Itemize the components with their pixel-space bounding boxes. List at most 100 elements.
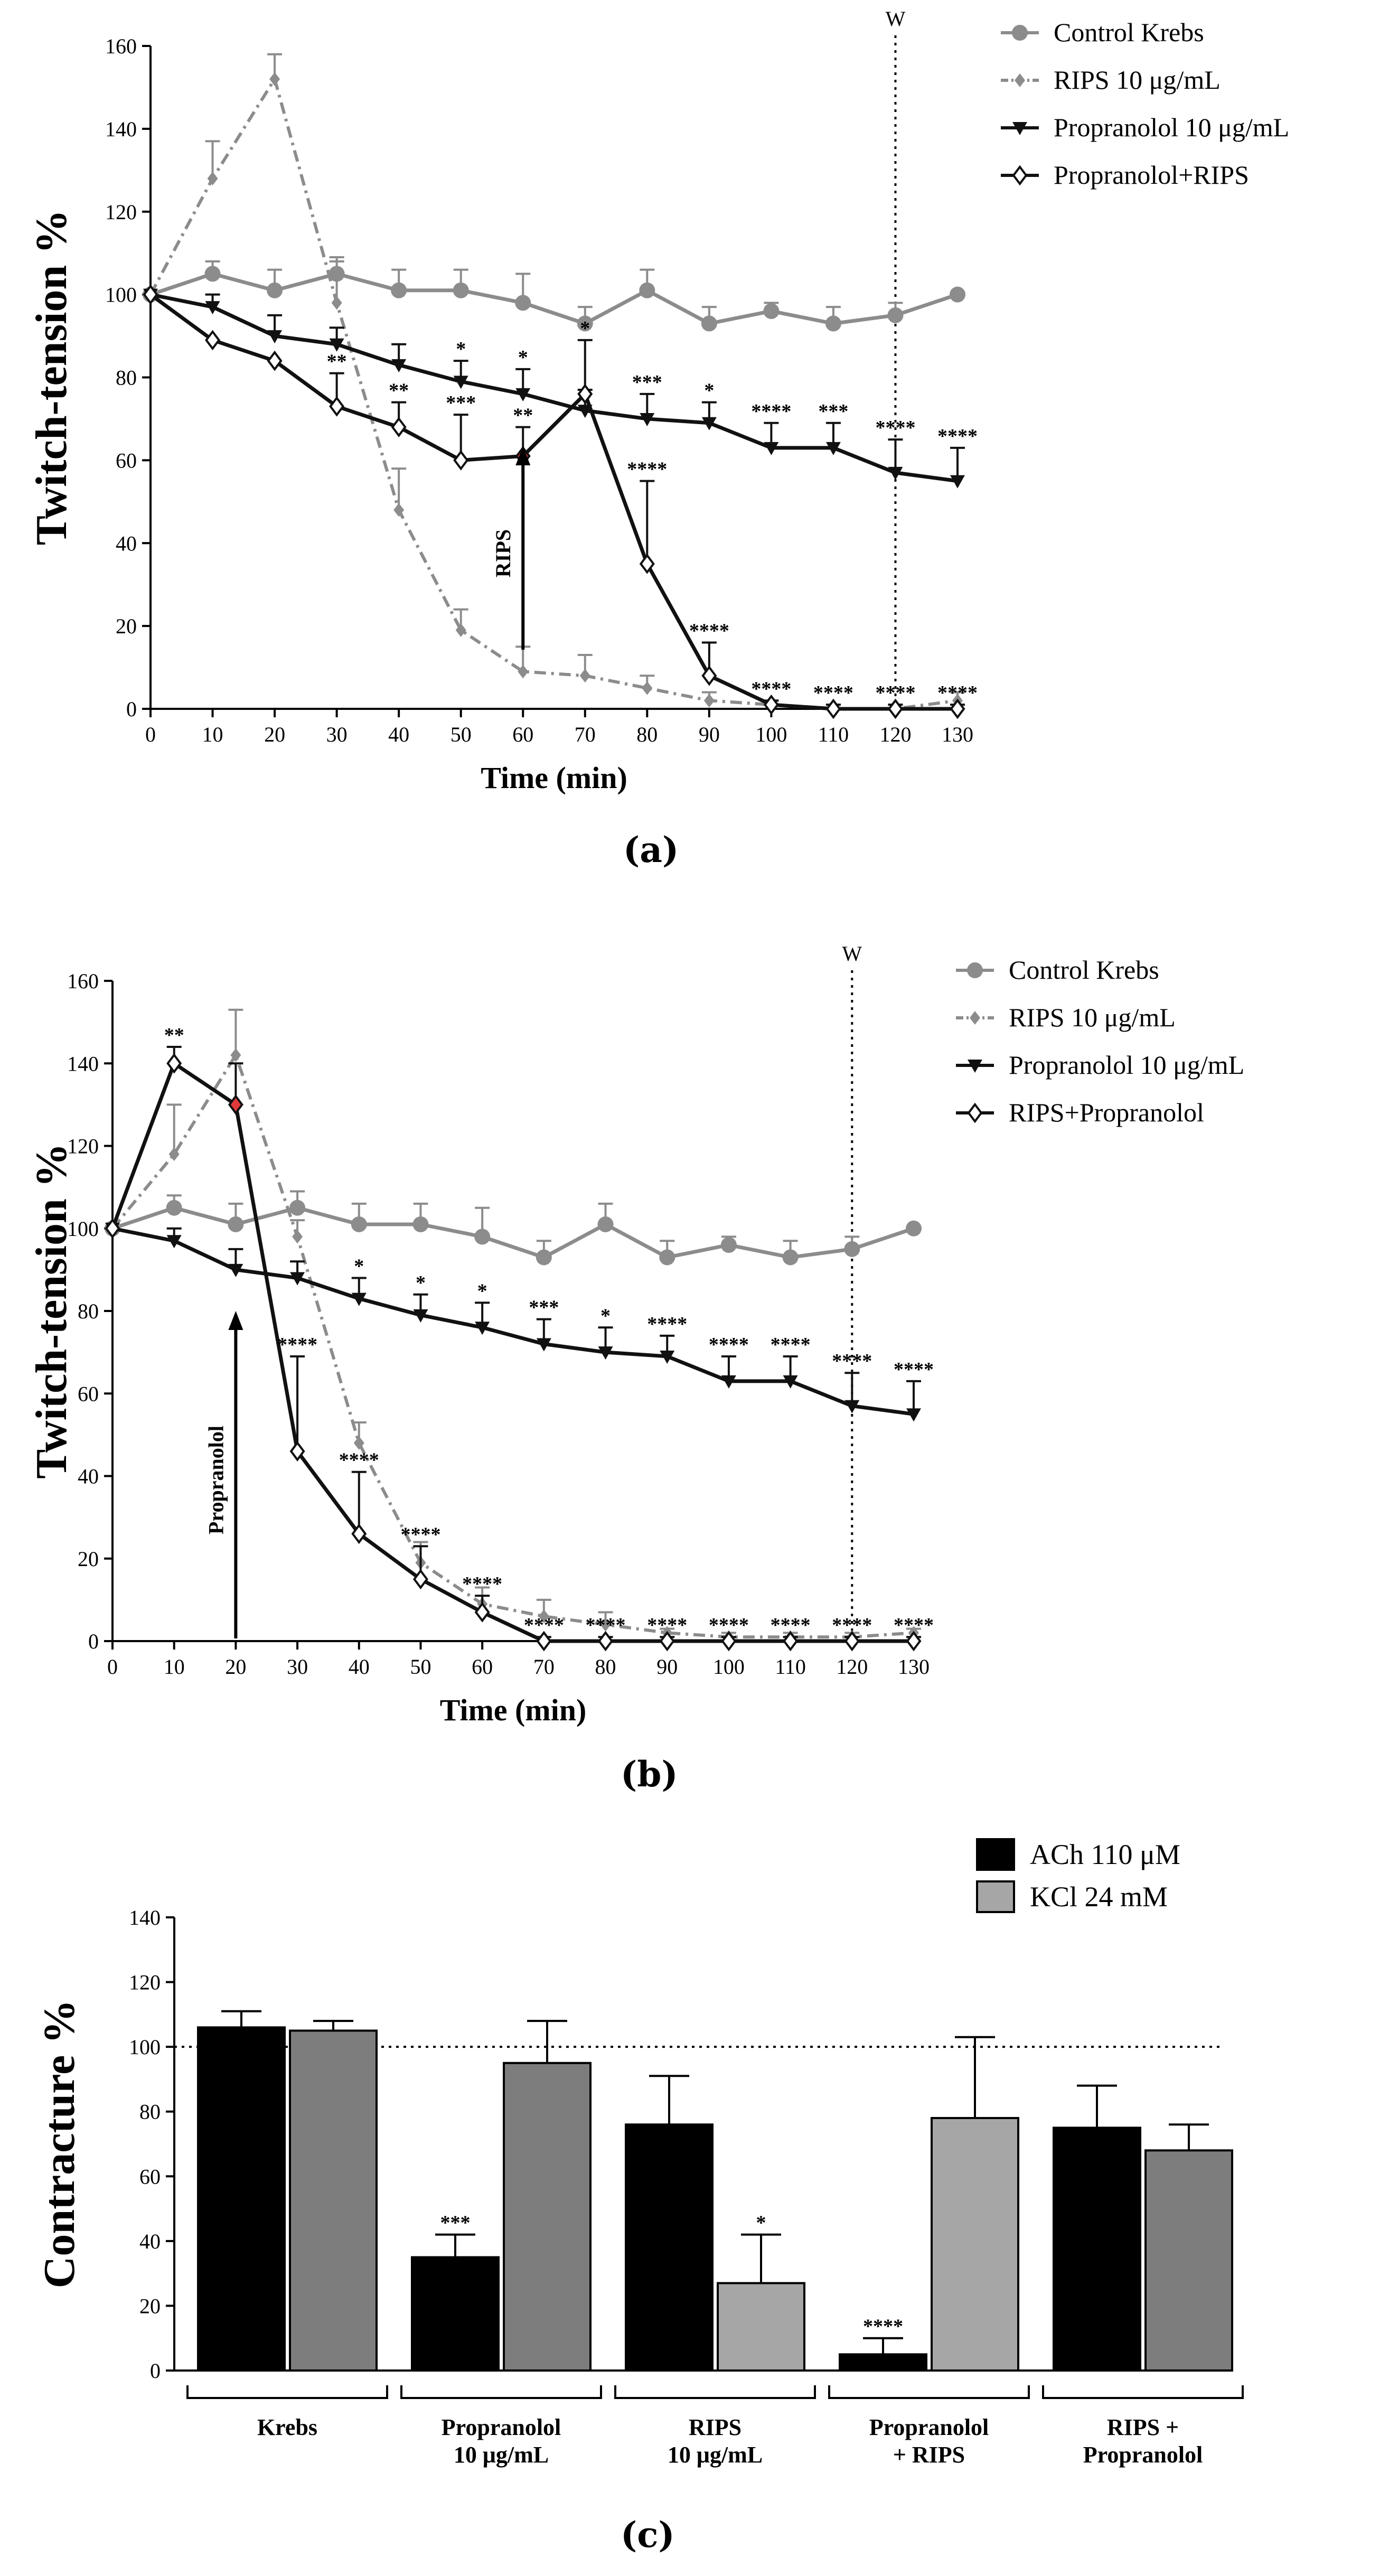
- x-tick-label: 20: [264, 723, 285, 746]
- x-tick-label: 80: [636, 723, 658, 746]
- marker-triangle: [906, 1408, 921, 1422]
- marker-diamond: [353, 1436, 364, 1450]
- marker-circle: [166, 1200, 182, 1216]
- washout-label: W: [842, 942, 862, 966]
- bar: [839, 2353, 927, 2372]
- marker-diamond-open: [205, 330, 221, 351]
- marker-diamond-open: [659, 1631, 675, 1652]
- y-tick-label: 40: [78, 1465, 99, 1488]
- y-tick-label: 160: [105, 34, 137, 58]
- bar: [289, 2029, 378, 2372]
- significance-label: *: [518, 346, 528, 369]
- y-tick-label: 80: [116, 366, 137, 390]
- significance-label: ****: [339, 1449, 379, 1472]
- bar: [1053, 2127, 1141, 2372]
- marker-circle: [906, 1220, 922, 1237]
- marker-diamond-open: [763, 694, 779, 715]
- marker-diamond: [970, 1011, 980, 1025]
- marker-diamond-open: [639, 554, 655, 574]
- arrow-head: [228, 1311, 243, 1330]
- marker-circle: [577, 315, 593, 332]
- marker-diamond: [538, 1609, 549, 1624]
- marker-triangle: [721, 1375, 736, 1389]
- marker-diamond: [393, 503, 405, 517]
- series-0: [143, 256, 965, 332]
- significance-label: *: [704, 380, 714, 402]
- category-label: Propranolol: [442, 2414, 561, 2440]
- legend-label: Propranolol+RIPS: [1054, 160, 1249, 190]
- group-bracket: [1042, 2385, 1244, 2399]
- marker-diamond-open: [577, 383, 593, 405]
- y-axis-label: Twitch-tension %: [27, 210, 76, 545]
- y-tick-label: 160: [67, 969, 99, 993]
- legend-item: RIPS+Propranolol: [956, 1098, 1204, 1127]
- marker-triangle: [825, 442, 841, 455]
- x-tick-label: 60: [512, 723, 533, 746]
- marker-circle: [967, 962, 983, 978]
- marker-diamond: [642, 681, 653, 695]
- x-tick-label: 50: [410, 1655, 431, 1679]
- significance-label: ****: [771, 1334, 811, 1356]
- marker-diamond-open: [906, 1631, 922, 1652]
- significance-label: ****: [894, 1359, 934, 1381]
- series-0: [105, 1190, 922, 1266]
- y-tick-label: 120: [129, 1971, 161, 1994]
- significance-label: ****: [277, 1334, 317, 1356]
- legend-item: Propranolol 10 μg/mL: [1001, 113, 1289, 142]
- marker-diamond-open: [783, 1631, 799, 1652]
- y-axis-label: Contracture %: [35, 2000, 84, 2289]
- significance-label: ****: [586, 1614, 626, 1636]
- marker-diamond-open: [536, 1631, 552, 1652]
- marker-circle: [782, 1249, 799, 1266]
- marker-diamond-open: [289, 1441, 305, 1462]
- marker-diamond-open: [391, 417, 407, 437]
- marker-triangle: [413, 1309, 428, 1323]
- marker-triangle: [205, 301, 220, 315]
- y-tick-label: 100: [129, 2035, 161, 2059]
- significance-label: ****: [709, 1334, 749, 1356]
- series-line: [150, 293, 958, 483]
- significance-label: ***: [440, 2212, 471, 2234]
- marker-circle: [515, 295, 531, 311]
- marker-circle: [720, 1237, 737, 1253]
- marker-triangle: [660, 1350, 675, 1364]
- legend-label: Propranolol 10 μg/mL: [1009, 1050, 1244, 1080]
- marker-diamond-open: [967, 1102, 983, 1123]
- series-3: ********************** **** **** **** **** **…: [105, 1024, 934, 1652]
- bar: [625, 2123, 714, 2372]
- significance-label: **: [164, 1024, 184, 1046]
- marker-circle: [597, 1216, 614, 1232]
- marker-diamond: [1015, 73, 1025, 87]
- marker-triangle: [783, 1375, 798, 1389]
- significance-label: **: [327, 351, 347, 373]
- legend-swatch: [976, 1880, 1015, 1913]
- legend: ACh 110 μM KCl 24 mM: [976, 1838, 1180, 1913]
- arrow-annotation: Propranolol: [204, 1311, 243, 1638]
- legend: Control Krebs RIPS 10 μg/mL Propranolol 10…: [1001, 17, 1289, 190]
- marker-diamond: [703, 694, 715, 708]
- bar-group-4: RIPS +Propranolol: [1042, 2084, 1244, 2468]
- marker-circle: [1012, 25, 1028, 41]
- marker-diamond: [518, 664, 529, 679]
- bar: [197, 2026, 286, 2372]
- series-line: [149, 271, 959, 326]
- legend-label: Control Krebs: [1054, 17, 1204, 47]
- group-bracket: [828, 2385, 1030, 2399]
- legend-item: Propranolol+RIPS: [1001, 160, 1249, 190]
- y-tick-label: 140: [67, 1052, 99, 1075]
- marker-triangle: [764, 442, 779, 455]
- legend-item: Control Krebs: [1001, 17, 1204, 47]
- marker-diamond-open: [351, 1523, 367, 1544]
- legend-item: Propranolol 10 μg/mL: [956, 1050, 1244, 1080]
- marker-triangle: [453, 376, 468, 389]
- y-tick-label: 20: [78, 1547, 99, 1571]
- significance-label: *: [477, 1280, 487, 1302]
- marker-diamond-open: [329, 396, 345, 417]
- category-label: RIPS +: [1107, 2414, 1179, 2440]
- legend-item: Control Krebs: [956, 955, 1159, 985]
- significance-label: ****: [832, 1614, 872, 1636]
- legend-label: RIPS 10 μg/mL: [1009, 1003, 1176, 1032]
- marker-triangle: [290, 1272, 305, 1286]
- bar: [931, 2116, 1019, 2372]
